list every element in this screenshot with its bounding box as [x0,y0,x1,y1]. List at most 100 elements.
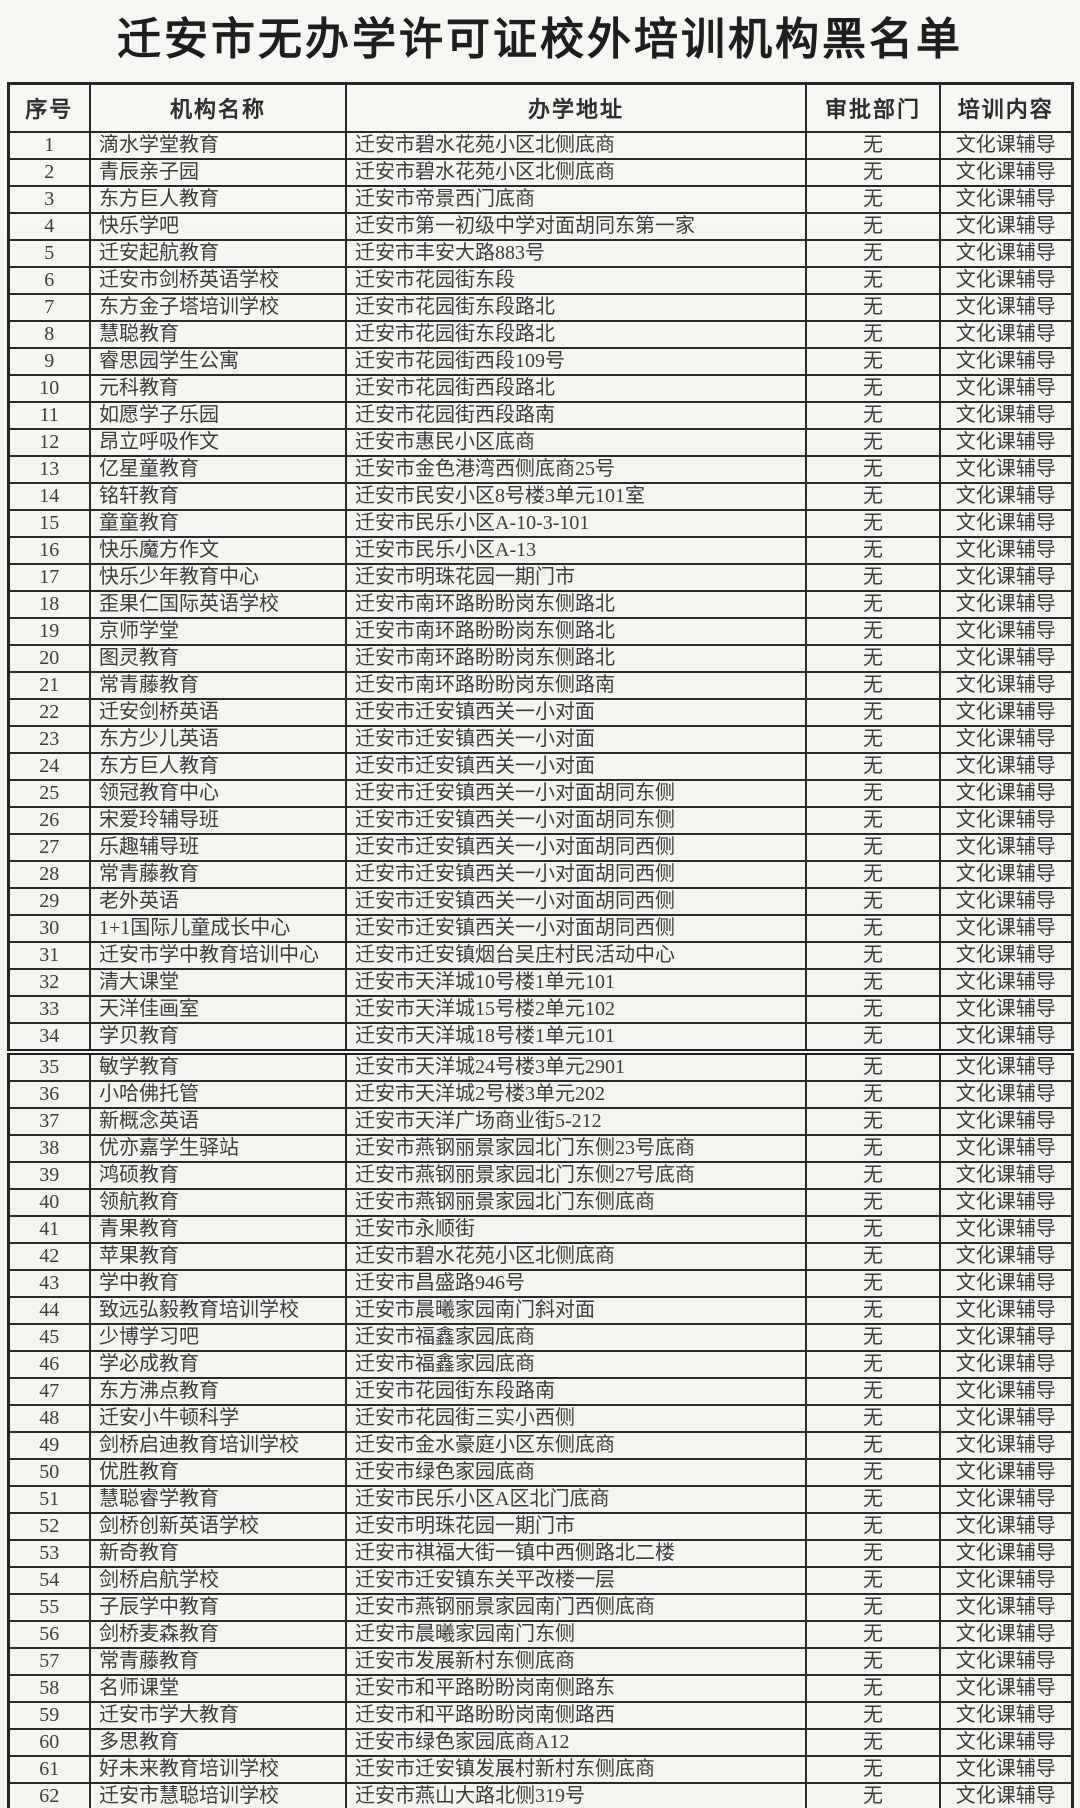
cell-address: 迁安市南环路盼盼岗东侧路北 [345,617,807,646]
cell-name: 如愿学子乐园 [89,401,347,430]
cell-address: 迁安市和平路盼盼岗南侧路西 [345,1701,807,1730]
table-row: 23 东方少儿英语 迁安市迁安镇西关一小对面无文化课辅导 [7,725,1073,754]
cell-address: 迁安市明珠花园一期门市 [345,563,807,592]
cell-address: 迁安市天洋城18号楼1单元101 [345,1022,807,1055]
table-row: 5 迁安起航教育 迁安市丰安大路883号无文化课辅导 [7,239,1073,268]
cell-serial: 14 [7,482,91,511]
cell-serial: 44 [7,1296,91,1325]
cell-content: 文化课辅导 [939,293,1073,322]
cell-name: 剑桥麦森教育 [89,1620,347,1649]
cell-name: 东方少儿英语 [89,725,347,754]
cell-serial: 38 [7,1134,91,1163]
cell-name: 少博学习吧 [89,1323,347,1352]
table-body: 1 滴水学堂教育 迁安市碧水花苑小区北侧底商无文化课辅导 2 青辰亲子园 迁安市碧水花苑小… [7,131,1073,1808]
cell-address: 迁安市花园街西段路北 [345,374,807,403]
cell-serial: 6 [7,266,91,295]
cell-serial: 9 [7,347,91,376]
cell-content: 文化课辅导 [939,536,1073,565]
table-row: 10 元科教育 迁安市花园街西段路北无文化课辅导 [7,374,1073,403]
cell-content: 文化课辅导 [939,455,1073,484]
cell-approval: 无 [805,968,941,997]
table-row: 57 常青藤教育 迁安市发展新村东侧底商无文化课辅导 [7,1647,1073,1676]
table-row: 41 青果教育 迁安市永顺街无文化课辅导 [7,1215,1073,1244]
cell-content: 文化课辅导 [939,1647,1073,1676]
cell-address: 迁安市燕钢丽景家园北门东侧23号底商 [345,1134,807,1163]
table-row: 60 多思教育 迁安市绿色家园底商A12 无文化课辅导 [7,1728,1073,1757]
cell-address: 迁安市迁安镇西关一小对面胡同东侧 [345,779,807,808]
table-row: 7 东方金子塔培训学校 迁安市花园街东段路北无文化课辅导 [7,293,1073,322]
cell-serial: 26 [7,806,91,835]
cell-approval: 无 [805,887,941,916]
cell-content: 文化课辅导 [939,158,1073,187]
cell-serial: 59 [7,1701,91,1730]
cell-serial: 7 [7,293,91,322]
cell-content: 文化课辅导 [939,1782,1073,1808]
cell-name: 1+1国际儿童成长中心 [89,914,347,943]
cell-approval: 无 [805,1269,941,1298]
cell-address: 迁安市花园街东段 [345,266,807,295]
cell-address: 迁安市花园街东段路南 [345,1377,807,1406]
cell-approval: 无 [805,1674,941,1703]
cell-name: 优亦嘉学生驿站 [89,1134,347,1163]
cell-name: 领冠教育中心 [89,779,347,808]
cell-approval: 无 [805,1755,941,1784]
table-row: 12 昂立呼吸作文 迁安市惠民小区底商无文化课辅导 [7,428,1073,457]
cell-serial: 27 [7,833,91,862]
cell-serial: 54 [7,1566,91,1595]
cell-address: 迁安市燕山大路北侧319号 [345,1782,807,1808]
cell-name: 迁安市学中教育培训中心 [89,941,347,970]
cell-content: 文化课辅导 [939,806,1073,835]
cell-approval: 无 [805,860,941,889]
cell-serial: 47 [7,1377,91,1406]
table-row: 18 歪果仁国际英语学校 迁安市南环路盼盼岗东侧路北无文化课辅导 [7,590,1073,619]
cell-approval: 无 [805,1593,941,1622]
cell-address: 迁安市迁安镇西关一小对面 [345,752,807,781]
cell-address: 迁安市花园街西段路南 [345,401,807,430]
cell-name: 敏学教育 [89,1051,347,1082]
cell-serial: 1 [7,131,91,160]
cell-address: 迁安市永顺街 [345,1215,807,1244]
cell-approval: 无 [805,995,941,1024]
table-row: 21 常青藤教育 迁安市南环路盼盼岗东侧路南无文化课辅导 [7,671,1073,700]
cell-content: 文化课辅导 [939,1593,1073,1622]
cell-address: 迁安市花园街三实小西侧 [345,1404,807,1433]
table-row: 1 滴水学堂教育 迁安市碧水花苑小区北侧底商无文化课辅导 [7,131,1073,160]
cell-name: 鸿硕教育 [89,1161,347,1190]
cell-address: 迁安市帝景西门底商 [345,185,807,214]
cell-serial: 61 [7,1755,91,1784]
cell-name: 多思教育 [89,1728,347,1757]
cell-address: 迁安市绿色家园底商 [345,1458,807,1487]
cell-name: 好未来教育培训学校 [89,1755,347,1784]
column-header-approval: 审批部门 [805,82,941,133]
cell-serial: 50 [7,1458,91,1487]
cell-content: 文化课辅导 [939,1377,1073,1406]
table-header-row: 序号 机构名称 办学地址 审批部门 培训内容 [7,82,1073,133]
cell-approval: 无 [805,644,941,673]
cell-approval: 无 [805,1728,941,1757]
cell-approval: 无 [805,1485,941,1514]
cell-name: 元科教育 [89,374,347,403]
table-row: 35 敏学教育 迁安市天洋城24号楼3单元2901 无文化课辅导 [7,1051,1073,1082]
cell-approval: 无 [805,1134,941,1163]
cell-name: 致远弘毅教育培训学校 [89,1296,347,1325]
cell-name: 剑桥启迪教育培训学校 [89,1431,347,1460]
cell-address: 迁安市南环路盼盼岗东侧路南 [345,671,807,700]
cell-address: 迁安市天洋城10号楼1单元101 [345,968,807,997]
cell-name: 亿星童教育 [89,455,347,484]
cell-approval: 无 [805,752,941,781]
table-row: 56 剑桥麦森教育 迁安市晨曦家园南门东侧无文化课辅导 [7,1620,1073,1649]
cell-address: 迁安市福鑫家园底商 [345,1350,807,1379]
cell-serial: 36 [7,1080,91,1109]
cell-serial: 21 [7,671,91,700]
cell-content: 文化课辅导 [939,1350,1073,1379]
cell-address: 迁安市天洋城15号楼2单元102 [345,995,807,1024]
table-row: 39 鸿硕教育 迁安市燕钢丽景家园北门东侧27号底商无文化课辅导 [7,1161,1073,1190]
cell-name: 歪果仁国际英语学校 [89,590,347,619]
cell-address: 迁安市昌盛路946号 [345,1269,807,1298]
cell-name: 青辰亲子园 [89,158,347,187]
cell-content: 文化课辅导 [939,1485,1073,1514]
cell-address: 迁安市迁安镇西关一小对面 [345,725,807,754]
column-header-address: 办学地址 [345,82,807,133]
cell-content: 文化课辅导 [939,401,1073,430]
table-row: 2 青辰亲子园 迁安市碧水花苑小区北侧底商无文化课辅导 [7,158,1073,187]
